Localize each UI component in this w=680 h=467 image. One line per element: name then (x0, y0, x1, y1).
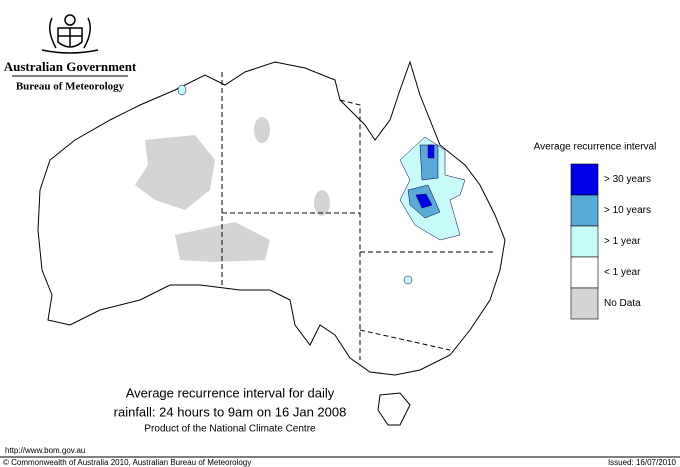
caption-line: Product of the National Climate Centre (144, 424, 316, 435)
tasmania (377, 392, 411, 426)
legend: > 30 years > 10 years > 1 year < 1 year No D… (570, 163, 651, 320)
crest (41, 14, 99, 54)
legend-label: < 1 year (604, 267, 641, 278)
legend-label: > 1 year (604, 236, 641, 247)
legend-swatch (570, 163, 599, 196)
legend-label: > 30 years (604, 174, 651, 185)
legend-swatch (570, 287, 599, 320)
legend-swatch (570, 225, 599, 258)
legend-label: No Data (604, 298, 641, 309)
rainfall-areas (177, 84, 466, 285)
footer-url: http://www.bom.gov.au (5, 446, 85, 455)
legend-title: Average recurrence interval (534, 142, 657, 153)
legend-swatch (570, 256, 599, 289)
government-name: Australian Government (4, 59, 137, 74)
agency-name: Bureau of Meteorology (16, 81, 125, 93)
caption-line: Average recurrence interval for daily (126, 385, 335, 400)
footer-copyright: © Commonwealth of Australia 2010, Austra… (3, 458, 251, 467)
state-borders (221, 72, 495, 360)
legend-swatch (570, 194, 599, 227)
no-data-areas (135, 117, 330, 262)
footer-issued: Issued: 16/07/2010 (608, 458, 677, 467)
caption-line: rainfall: 24 hours to 9am on 16 Jan 2008 (114, 404, 347, 419)
legend-label: > 10 years (604, 205, 651, 216)
